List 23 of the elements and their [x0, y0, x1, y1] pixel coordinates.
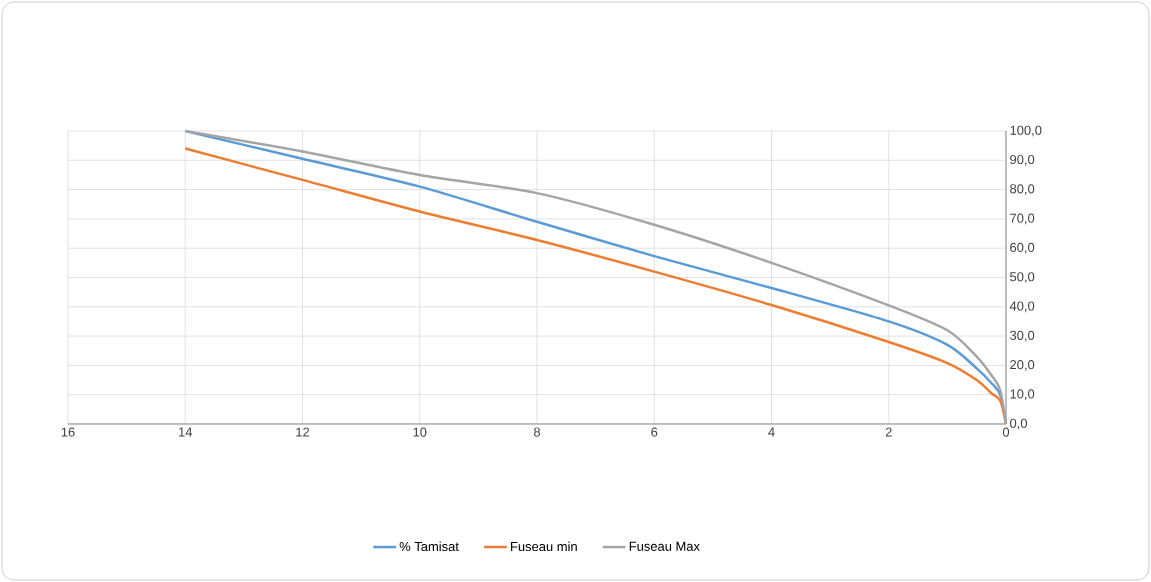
y-tick-label: 20,0	[1010, 360, 1035, 371]
x-tick-label: 0	[1002, 427, 1010, 437]
x-tick-label: 6	[651, 427, 658, 437]
y-tick-label: 60,0	[1010, 242, 1035, 254]
x-tick-label: 4	[768, 427, 775, 437]
x-tick-label: 12	[296, 427, 310, 437]
legend-label: Fuseau Max	[629, 541, 700, 551]
x-tick-label: 14	[179, 427, 193, 437]
y-tick-label: 30,0	[1010, 330, 1035, 342]
y-tick-label: 70,0	[1010, 213, 1035, 225]
legend-label: Fuseau min	[511, 541, 577, 552]
x-tick-label: 2	[885, 427, 892, 437]
x-tick-label: 8	[533, 427, 541, 437]
legend-label: % Tamisat	[399, 541, 459, 552]
y-tick-label: 10,0	[1010, 389, 1035, 401]
y-tick-label: 100,0	[1010, 125, 1042, 137]
y-tick-label: 50,0	[1010, 272, 1035, 283]
y-tick-label: 80,0	[1010, 184, 1035, 195]
y-tick-label: 40,0	[1009, 301, 1035, 313]
y-tick-label: 90,0	[1010, 154, 1035, 166]
y-tick-label: 0,0	[1010, 418, 1028, 430]
x-tick-label: 10	[413, 427, 427, 437]
x-tick-label: 16	[61, 427, 75, 437]
